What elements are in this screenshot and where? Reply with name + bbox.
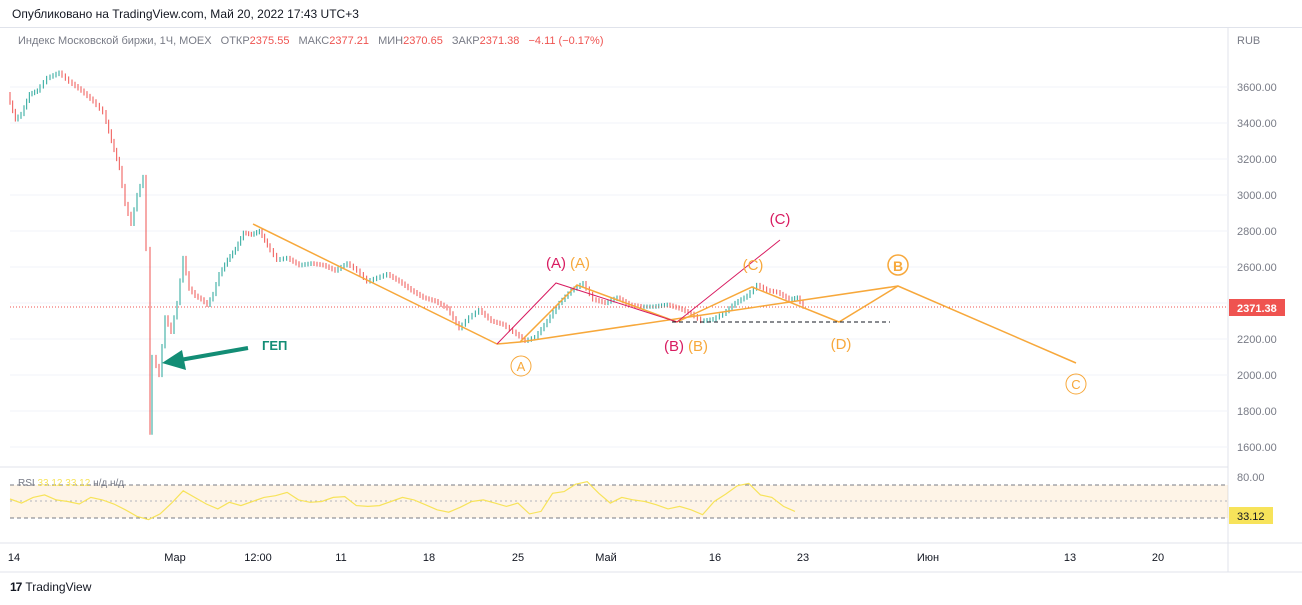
price-tick-label: 1600.00	[1237, 442, 1277, 454]
wave-label-c-magenta: (C)	[770, 211, 791, 228]
rsi-last-tag	[1229, 507, 1273, 524]
gap-arrow	[162, 346, 249, 370]
wave-label-b-orange: (B)	[688, 338, 708, 355]
wave-label-a-magenta: (A)	[546, 255, 566, 272]
footer-brand: TradingView	[25, 580, 92, 594]
rsi-value-2: 33.12	[65, 478, 91, 489]
wave-circle-b	[887, 254, 909, 276]
time-tick-label: 11	[335, 552, 346, 564]
price-axis-currency: RUB	[1237, 35, 1260, 47]
close-label: ЗАКР	[451, 35, 480, 47]
gap-label: ГЕП	[262, 338, 287, 353]
time-tick-label: 12:00	[244, 552, 272, 564]
time-tick-label: Май	[595, 552, 617, 564]
orange-wave-right	[676, 285, 1077, 364]
open-label: ОТКР	[220, 35, 250, 47]
rsi-line	[9, 481, 796, 521]
wave-label-b-circle: B	[893, 258, 903, 274]
published-note: Опубликовано на TradingView.com, Май 20,…	[12, 7, 359, 21]
rsi-series	[9, 481, 796, 521]
wave-label-b-magenta: (B)	[664, 338, 684, 355]
open-value: 2375.55	[249, 35, 290, 47]
time-tick-label: 25	[512, 552, 524, 564]
time-tick-label: 23	[797, 552, 809, 564]
magenta-wave	[496, 239, 781, 345]
last-price-tag	[1229, 299, 1285, 316]
rsi-last-text: 33.12	[1237, 511, 1265, 523]
chart-frame	[0, 27, 1302, 573]
price-tick-label: 3000.00	[1237, 190, 1277, 202]
price-tick-label: 3200.00	[1237, 154, 1277, 166]
rsi-na-2: н/д	[110, 478, 125, 489]
close-value: 2371.38	[479, 35, 520, 47]
low-label: МИН	[378, 35, 404, 47]
wave-label-c-orange: (C)	[743, 257, 764, 274]
wave-label-d-orange: (D)	[831, 336, 852, 353]
price-tick-label: 3600.00	[1237, 82, 1277, 94]
price-tick-label: 2200.00	[1237, 334, 1277, 346]
price-axis-ticks: 3600.00 3400.00 3200.00 3000.00 2800.00 2600.…	[1237, 82, 1277, 454]
time-axis-ticks: 14 Мар 12:00 11 18 25 Май 16 23 Июн 13 20	[8, 552, 1164, 564]
high-value: 2377.21	[329, 35, 369, 47]
rsi-na-1: н/д	[93, 478, 108, 489]
price-tick-label: 3400.00	[1237, 118, 1277, 130]
price-grid	[10, 86, 1228, 448]
price-tick-label: 2800.00	[1237, 226, 1277, 238]
wave-label-a-circle: A	[517, 359, 526, 374]
price-tick-label: 1800.00	[1237, 406, 1277, 418]
last-price-text: 2371.38	[1237, 303, 1277, 315]
rsi-legend: RSI 33.12 33.12 н/д н/д	[18, 478, 124, 489]
footer[interactable]: 17 TradingView	[10, 580, 91, 594]
high-label: МАКС	[298, 35, 330, 47]
ohlc-legend: Индекс Московской биржи, 1Ч, MOEX ОТКР23…	[18, 35, 603, 47]
time-tick-label: Июн	[917, 552, 939, 564]
time-tick-label: 13	[1064, 552, 1076, 564]
rsi-value-1: 33.12	[37, 478, 63, 489]
rsi-label: RSI	[18, 478, 35, 489]
time-tick-label: 16	[709, 552, 721, 564]
price-tick-label: 2000.00	[1237, 370, 1277, 382]
time-tick-label: 18	[423, 552, 435, 564]
wave-circle-a	[510, 355, 532, 377]
time-tick-label: 20	[1152, 552, 1164, 564]
time-tick-label: 14	[8, 552, 20, 564]
time-tick-label: Мар	[164, 552, 186, 564]
wave-label-a-orange: (A)	[570, 255, 590, 272]
rsi-axis-tick-80: 80.00	[1237, 472, 1265, 484]
wave-label-c-circle: C	[1071, 377, 1080, 392]
price-tick-label: 2600.00	[1237, 262, 1277, 274]
change-value: −4.11 (−0.17%)	[528, 35, 604, 47]
wave-circle-c	[1065, 373, 1087, 395]
orange-triangle-lower	[519, 285, 899, 343]
price-series	[9, 70, 804, 435]
tradingview-logo-icon: 17	[10, 580, 22, 594]
symbol-name: Индекс Московской биржи, 1Ч, MOEX	[18, 35, 212, 47]
low-value: 2370.65	[403, 35, 443, 47]
